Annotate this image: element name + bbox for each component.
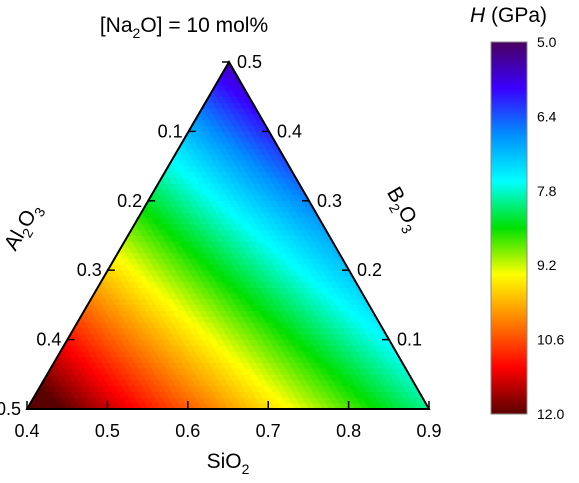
right-tick-label: 0.4 <box>277 121 302 141</box>
left-tick-label: 0.1 <box>158 121 183 141</box>
colorbar-tick-label: 5.0 <box>537 34 557 50</box>
colorbar-tick-label: 7.8 <box>537 183 557 199</box>
right-tick-label: 0.2 <box>357 260 382 280</box>
left-axis-title: Al2O3 <box>0 199 49 257</box>
bottom-tick-label: 0.8 <box>336 421 361 441</box>
left-tick-label: 0.4 <box>36 330 61 350</box>
left-tick-label: 0.2 <box>117 191 142 211</box>
colorbar <box>490 41 528 415</box>
bottom-tick-label: 0.9 <box>416 421 441 441</box>
bottom-tick-label: 0.5 <box>95 421 120 441</box>
colorbar-tick-label: 6.4 <box>537 108 557 124</box>
colorbar-tick-label: 9.2 <box>537 257 557 273</box>
colorbar-ticks: 5.0 6.4 7.8 9.2 10.6 12.0 <box>537 34 564 422</box>
colorbar-tick-label: 10.6 <box>537 332 564 348</box>
right-tick-label: 0.5 <box>237 52 262 72</box>
bottom-tick-label: 0.6 <box>175 421 200 441</box>
right-axis-title: B2O3 <box>379 183 425 236</box>
bottom-axis-title: SiO2 <box>207 450 250 477</box>
right-tick-label: 0.1 <box>397 330 422 350</box>
chart-title: [Na2O] = 10 mol% <box>100 14 268 41</box>
right-tick-label: 0.3 <box>317 191 342 211</box>
colorbar-title: H (GPa) <box>470 4 547 27</box>
left-tick-label: 0.5 <box>0 399 21 419</box>
bottom-tick-label: 0.7 <box>256 421 281 441</box>
left-tick-label: 0.3 <box>77 260 102 280</box>
hardness-contour-field <box>27 62 429 409</box>
colorbar-tick-label: 12.0 <box>537 406 564 422</box>
bottom-tick-label: 0.4 <box>14 421 39 441</box>
